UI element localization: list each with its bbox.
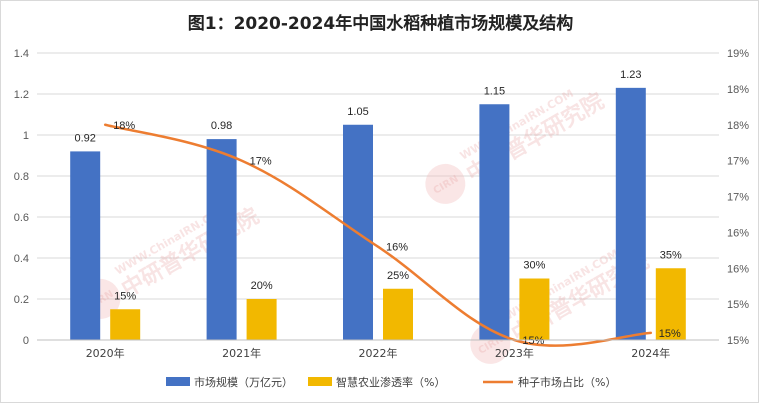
y-right-tick-label: 17%: [727, 192, 749, 204]
y-right-tick-label: 18%: [727, 120, 749, 132]
bar-data-label: 35%: [660, 249, 682, 261]
bar: [615, 87, 646, 340]
bar-data-label: 30%: [523, 260, 545, 272]
y-right-tick-label: 15%: [727, 335, 749, 347]
x-tick-label: 2024年: [631, 346, 670, 360]
bar-data-label: 1.15: [484, 85, 505, 97]
y-left-tick-label: 1.4: [14, 48, 29, 60]
legend-swatch: [166, 377, 190, 386]
line-data-label: 15%: [522, 335, 544, 347]
legend-label: 市场规模（万亿元）: [194, 375, 293, 389]
line-series: [103, 123, 653, 347]
chart-title: 图1：2020-2024年中国水稻种植市场规模及结构: [187, 14, 574, 34]
watermark-logo-circle: [425, 163, 466, 204]
bar: [519, 278, 550, 340]
bar-data-label: 15%: [114, 290, 136, 302]
legend-label: 智慧农业渗透率（%）: [336, 375, 445, 389]
bar-data-label: 1.05: [347, 106, 368, 118]
x-tick-label: 2021年: [222, 346, 261, 360]
bar: [479, 104, 510, 340]
line-data-label: 16%: [386, 242, 408, 254]
bar-data-label: 1.23: [620, 69, 641, 81]
x-tick-label: 2023年: [495, 346, 534, 360]
line-data-label: 17%: [250, 156, 272, 168]
line-data-label: 15%: [659, 328, 681, 340]
y-right-tick-label: 15%: [727, 299, 749, 311]
bar: [110, 309, 141, 340]
y-right-tick-label: 19%: [727, 48, 749, 60]
bar-data-label: 25%: [387, 270, 409, 282]
legend-label: 种子市场占比（%）: [518, 375, 616, 389]
bar: [206, 139, 237, 340]
line-data-label: 18%: [113, 120, 135, 132]
y-left-tick-label: 0.8: [14, 171, 29, 183]
y-right-tick-label: 16%: [727, 227, 749, 239]
y-left-tick-label: 1.2: [14, 89, 29, 101]
y-left-tick-label: 0.4: [14, 253, 29, 265]
bar-data-label: 0.92: [74, 132, 95, 144]
bar: [383, 288, 413, 340]
legend-swatch: [308, 377, 332, 386]
bar: [246, 299, 277, 340]
bar: [655, 268, 686, 340]
y-right-tick-label: 16%: [727, 263, 749, 275]
bar: [70, 151, 101, 340]
x-tick-label: 2022年: [359, 346, 398, 360]
y-left-tick-label: 0.2: [14, 294, 29, 306]
x-tick-label: 2020年: [86, 346, 125, 360]
y-right-tick-label: 17%: [727, 156, 749, 168]
bar-data-label: 20%: [251, 280, 273, 292]
bar-data-label: 0.98: [211, 120, 232, 132]
y-left-tick-label: 0.6: [14, 212, 29, 224]
y-left-tick-label: 0: [23, 335, 29, 347]
y-left-tick-label: 1: [23, 130, 29, 142]
y-right-tick-label: 18%: [727, 84, 749, 96]
